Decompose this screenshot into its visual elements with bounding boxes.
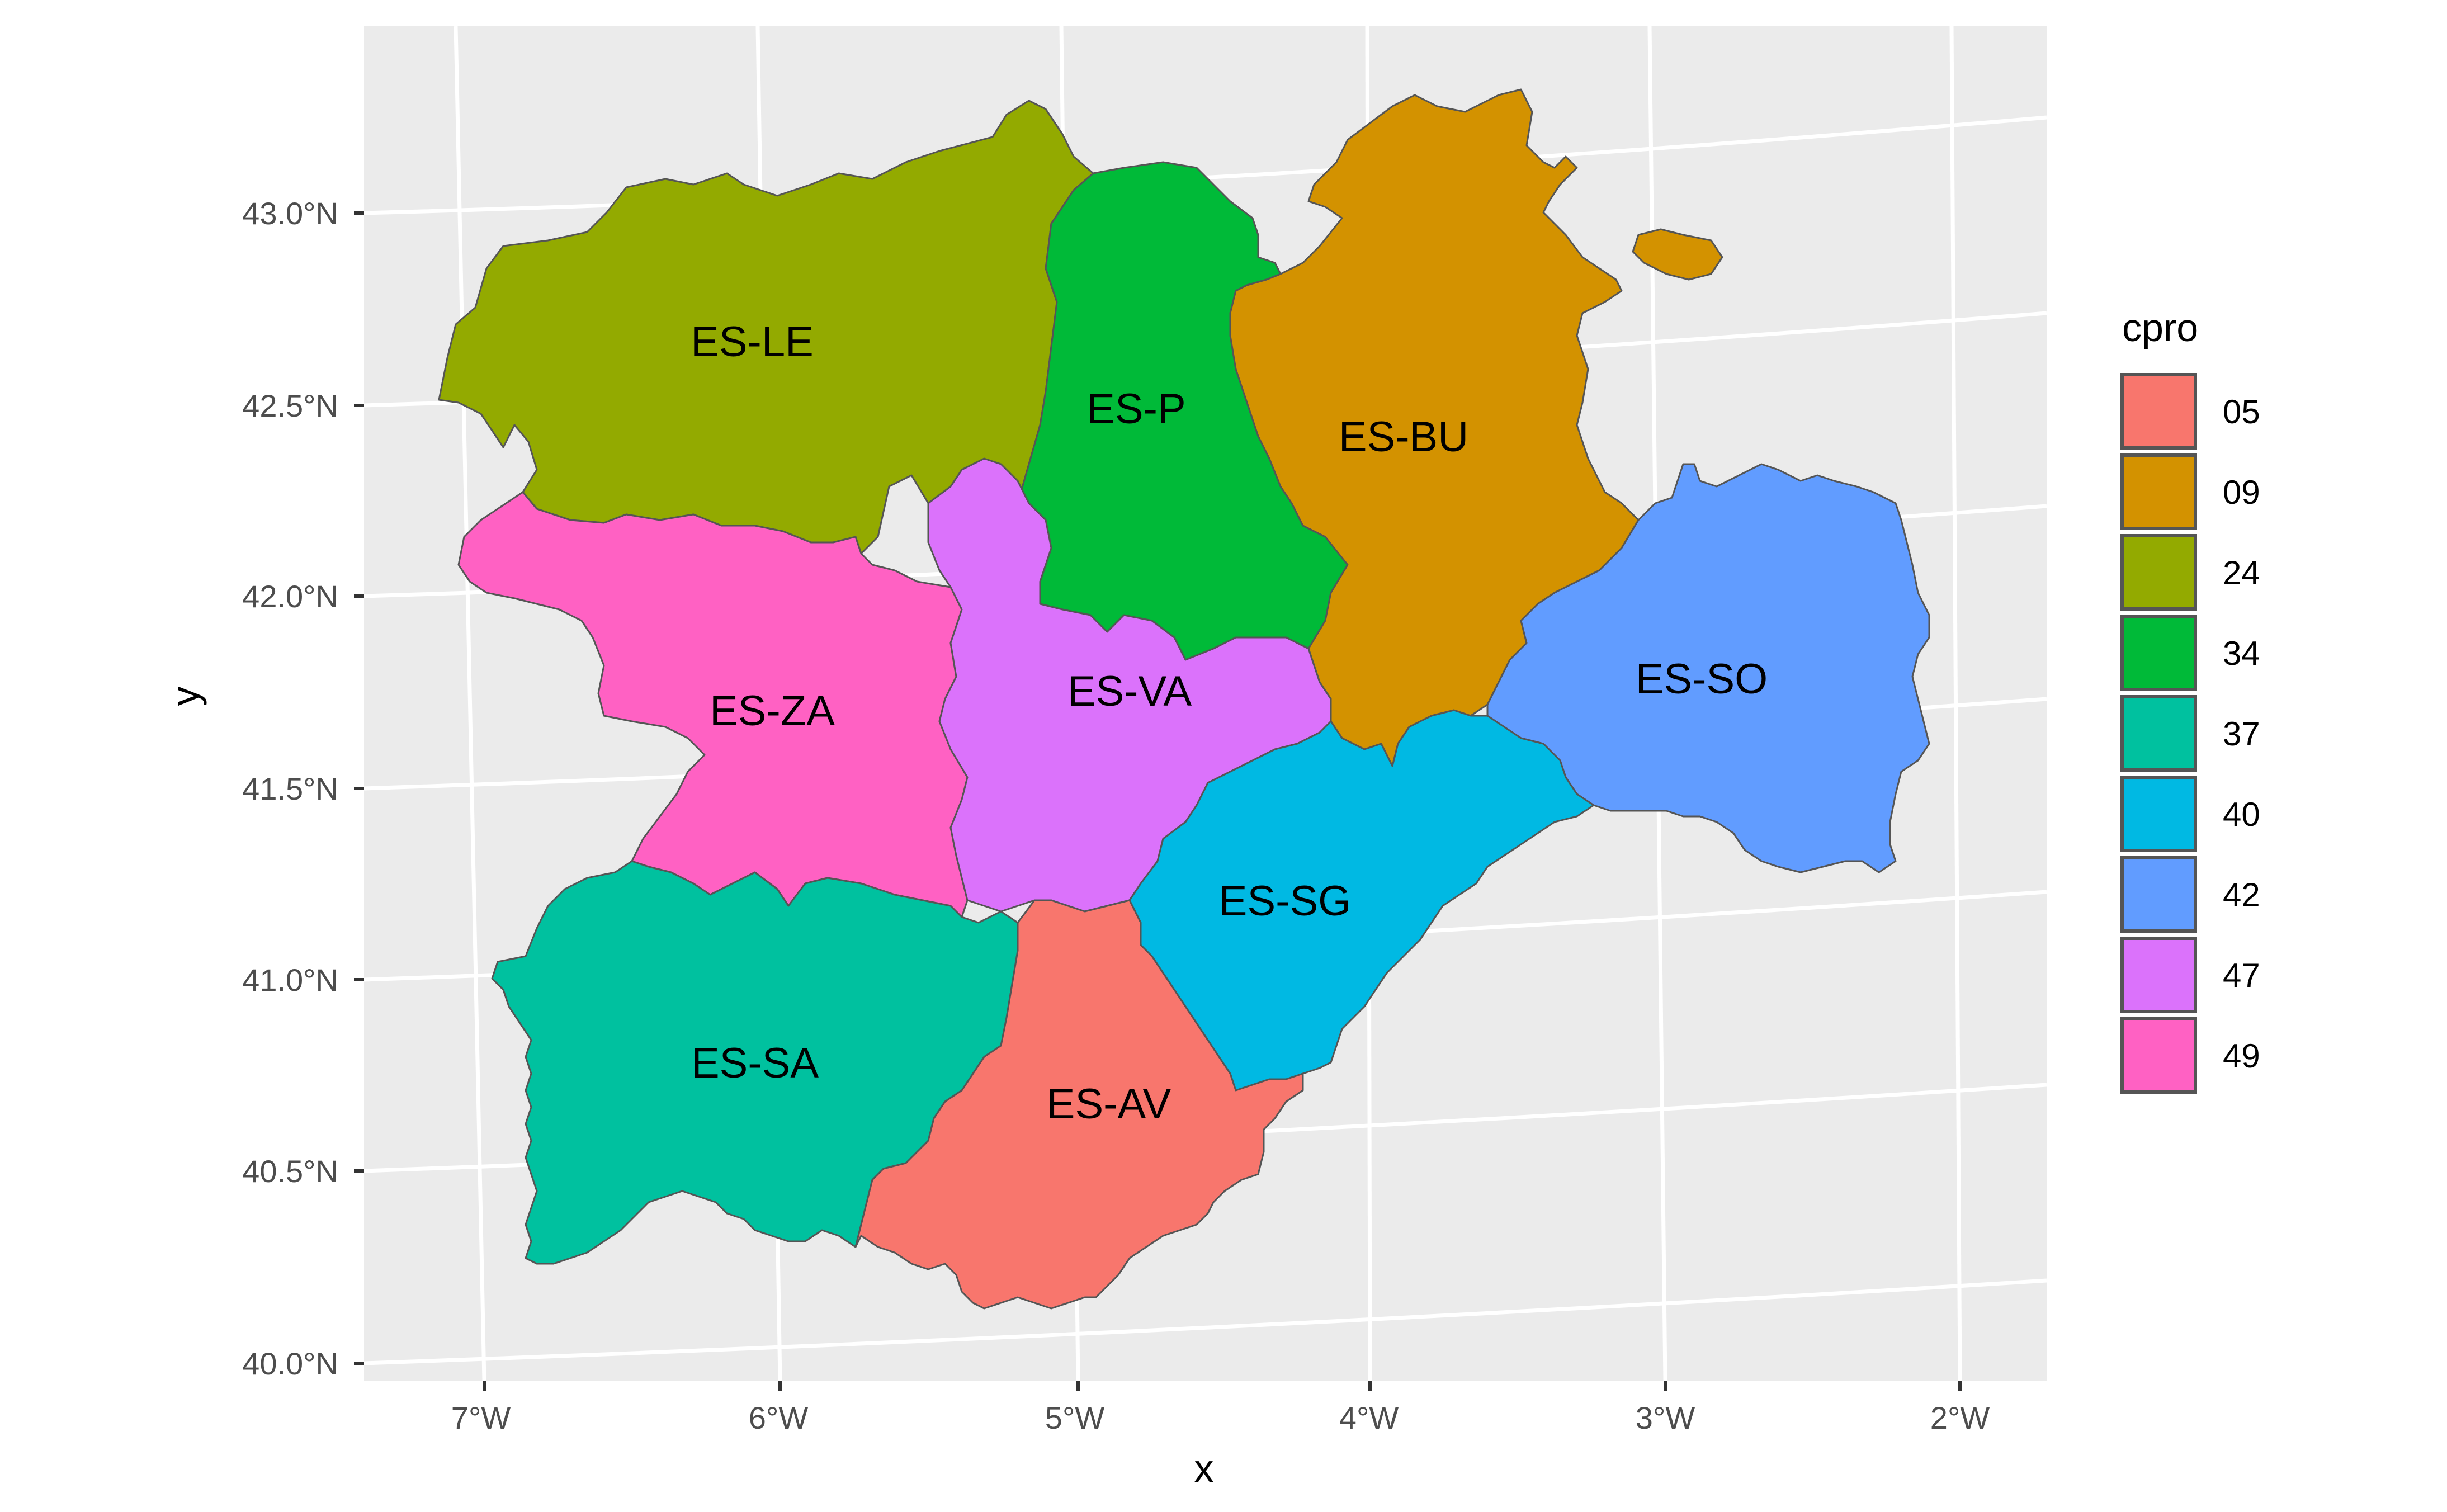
- legend-label: 49: [2223, 1037, 2260, 1075]
- legend-swatch-05: [2120, 373, 2197, 450]
- legend-label: 40: [2223, 796, 2260, 833]
- region-es-av: [854, 899, 1304, 1310]
- x-tick-label: 7°W: [451, 1400, 511, 1435]
- legend-swatch-47: [2120, 937, 2197, 1013]
- y-axis-title: y: [163, 687, 207, 706]
- y-tick-label: 43.0°N: [242, 196, 338, 231]
- x-tick-label: 6°W: [749, 1400, 809, 1435]
- region-label-es-va: ES-VA: [1067, 668, 1192, 715]
- legend-title: cpro: [2122, 306, 2198, 349]
- legend-swatch-40: [2120, 776, 2197, 852]
- region-es-bu-enclave: [1632, 228, 1723, 281]
- legend-swatch-49: [2120, 1017, 2197, 1094]
- x-axis-title: x: [1194, 1447, 1214, 1490]
- meridian-7w: [454, 26, 486, 1381]
- legend-label: 24: [2223, 554, 2260, 592]
- x-tick-label: 4°W: [1339, 1400, 1399, 1435]
- y-tick-label: 41.0°N: [242, 962, 338, 998]
- legend-label: 09: [2223, 474, 2260, 511]
- region-label-es-av: ES-AV: [1047, 1080, 1171, 1128]
- legend-label: 34: [2223, 635, 2260, 672]
- y-tick-label: 42.5°N: [242, 388, 338, 423]
- region-label-es-sa: ES-SA: [691, 1040, 819, 1087]
- legend-swatch-42: [2120, 856, 2197, 933]
- y-tick-label: 40.0°N: [242, 1346, 338, 1381]
- legend-label: 47: [2223, 957, 2260, 994]
- y-tick-label: 42.0°N: [242, 579, 338, 614]
- x-tick-label: 3°W: [1636, 1400, 1695, 1435]
- legend-label: 42: [2223, 876, 2260, 914]
- legend-swatch-34: [2120, 615, 2197, 691]
- x-axis: 7°W 6°W 5°W 4°W 3°W 2°W x: [451, 1381, 1990, 1490]
- region-label-es-za: ES-ZA: [710, 687, 835, 735]
- region-label-es-sg: ES-SG: [1219, 877, 1352, 925]
- legend-swatch-24: [2120, 534, 2197, 611]
- legend-label: 05: [2223, 393, 2260, 431]
- y-tick-label: 40.5°N: [242, 1154, 338, 1189]
- meridian-2w: [1949, 26, 1962, 1381]
- y-tick-label: 41.5°N: [242, 771, 338, 806]
- region-label-es-so: ES-SO: [1636, 655, 1768, 703]
- x-tick-label: 2°W: [1930, 1400, 1990, 1435]
- y-axis: 43.0°N 42.5°N 42.0°N 41.5°N 41.0°N 40.5°…: [163, 196, 364, 1381]
- x-tick-label: 5°W: [1045, 1400, 1105, 1435]
- region-es-sg: [1128, 709, 1595, 1092]
- parallel-40n: [363, 1278, 2047, 1365]
- legend-swatch-37: [2120, 695, 2197, 772]
- region-label-es-p: ES-P: [1086, 385, 1185, 433]
- region-label-es-le: ES-LE: [691, 318, 814, 366]
- legend-label: 37: [2223, 715, 2260, 753]
- region-label-es-bu: ES-BU: [1339, 413, 1468, 461]
- legend-swatch-09: [2120, 453, 2197, 530]
- region-labels: ES-LE ES-P ES-BU ES-SO ES-VA ES-ZA ES-SG…: [691, 318, 1768, 1128]
- legend: cpro 05 09 24 34 37 40 42 47 49: [2120, 306, 2260, 1094]
- provinces: [438, 88, 1930, 1310]
